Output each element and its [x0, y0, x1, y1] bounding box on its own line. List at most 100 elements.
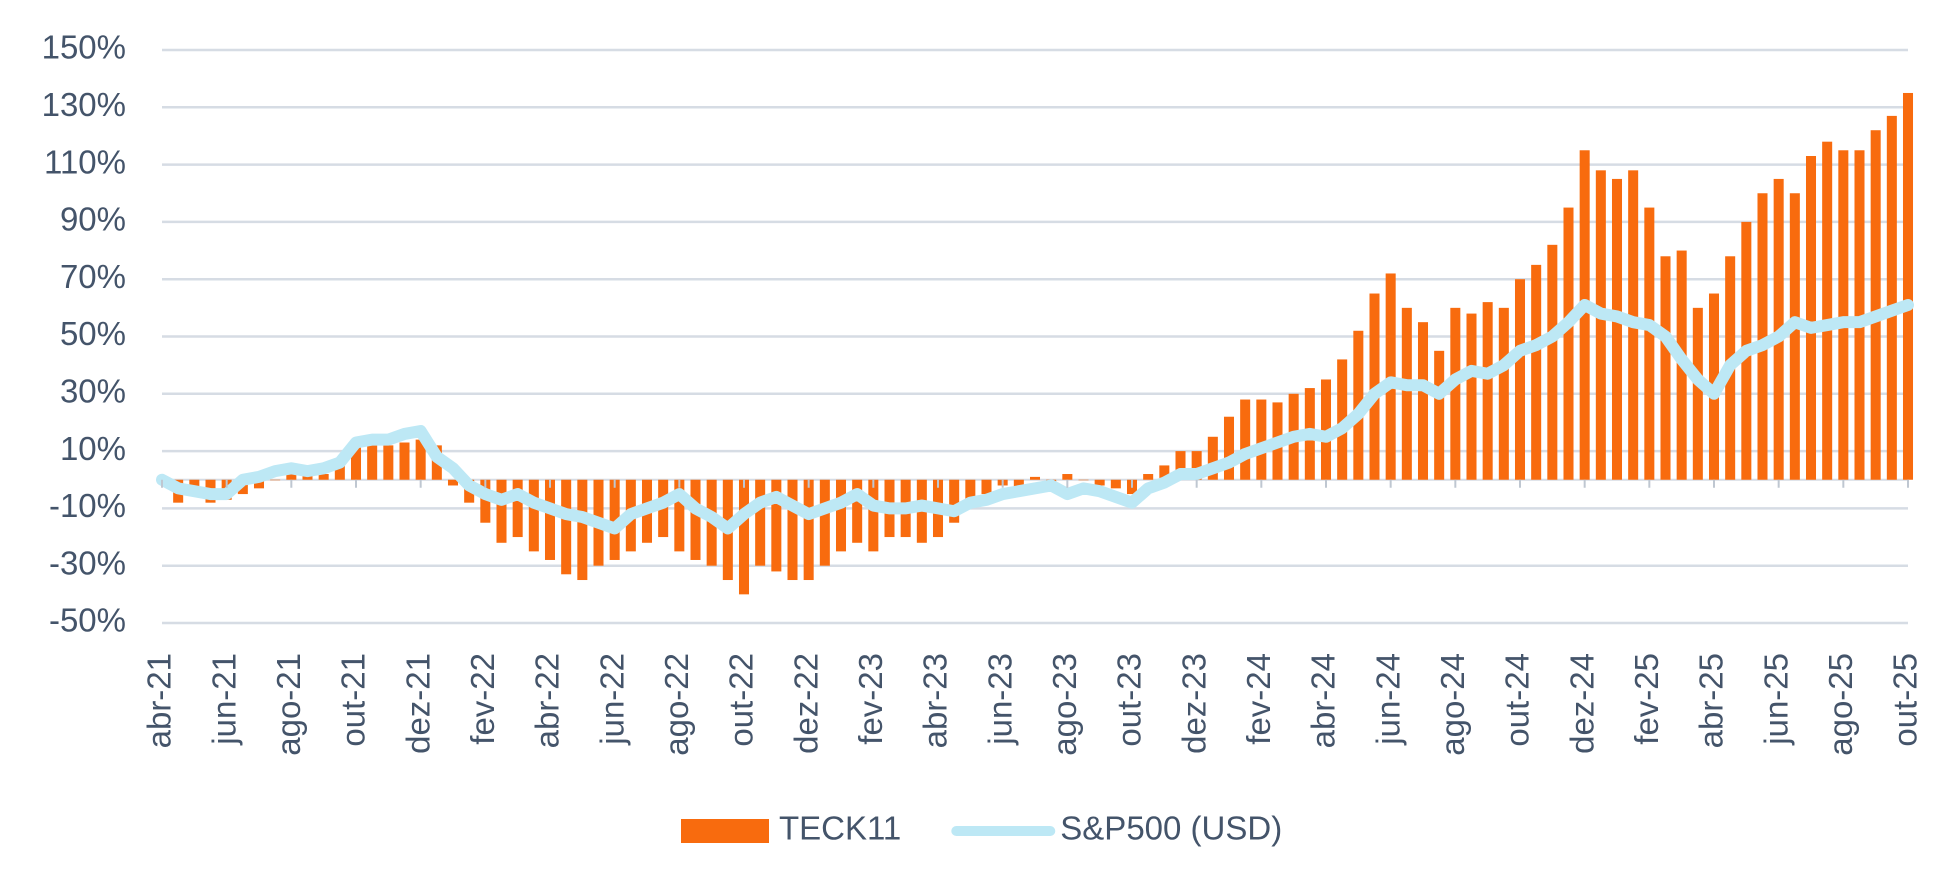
bar [1143, 474, 1154, 480]
bar [755, 479, 766, 566]
x-tick-label: jun-24 [1369, 653, 1406, 746]
x-tick-label: jun-23 [981, 653, 1018, 746]
bar [1207, 436, 1218, 480]
bar [480, 479, 491, 523]
bar [1240, 399, 1251, 480]
bar [690, 479, 701, 560]
bar [1450, 307, 1461, 480]
x-tick-label: jun-21 [205, 653, 242, 746]
bar [1757, 193, 1768, 480]
bar [383, 445, 394, 480]
x-tick-label: abr-24 [1305, 653, 1342, 748]
bar [1320, 379, 1332, 480]
bar [1902, 92, 1914, 480]
bar [1062, 474, 1073, 480]
x-tick-label: out-24 [1499, 653, 1536, 747]
bar [609, 479, 620, 560]
x-tick-label: dez-24 [1563, 653, 1600, 754]
bar [1547, 244, 1558, 480]
x-tick-label: jun-22 [593, 653, 630, 746]
x-tick-label: out-23 [1111, 653, 1148, 747]
bar [1078, 479, 1089, 481]
legend-label: TECK11 [779, 810, 901, 847]
bar [334, 465, 345, 480]
bar [1159, 465, 1170, 480]
bar [1498, 307, 1509, 480]
x-tick-label: abr-22 [529, 653, 566, 748]
bar [1692, 307, 1703, 480]
y-tick-label: 50% [60, 315, 126, 352]
bar [1514, 279, 1526, 480]
bar [1644, 207, 1655, 480]
bar [496, 479, 507, 543]
x-tick-label: ago-25 [1822, 653, 1859, 756]
x-tick-label: abr-23 [917, 653, 954, 748]
bar [1482, 302, 1493, 480]
x-tick-label: ago-22 [658, 653, 695, 756]
bar [674, 479, 685, 552]
bar [1595, 170, 1606, 480]
legend-swatch [681, 819, 769, 843]
bar [1013, 479, 1024, 489]
bar [270, 479, 281, 481]
y-tick-label: -10% [49, 487, 126, 524]
bar [1870, 130, 1881, 480]
bar [512, 479, 523, 538]
bar [561, 479, 572, 575]
bar [1175, 451, 1186, 480]
bar [965, 479, 976, 503]
bar [1789, 193, 1800, 480]
bar [787, 479, 798, 581]
bar [852, 479, 863, 543]
x-tick-label: fev-25 [1628, 653, 1665, 745]
bar [1611, 178, 1623, 480]
bar [1434, 350, 1445, 480]
bar [1094, 479, 1105, 486]
legend-label: S&P500 (USD) [1060, 810, 1282, 847]
bar [1531, 264, 1542, 480]
bar [819, 479, 830, 566]
x-tick-label: fev-24 [1240, 653, 1277, 745]
y-tick-label: 70% [60, 258, 126, 295]
bar [577, 479, 588, 581]
x-tick-label: ago-23 [1046, 653, 1083, 756]
y-tick-label: 10% [60, 430, 126, 467]
bar [350, 445, 362, 480]
bar [835, 479, 847, 552]
bar [1466, 313, 1477, 480]
bar [415, 439, 426, 480]
bar [1854, 150, 1865, 480]
x-tick-label: dez-23 [1175, 653, 1212, 754]
line [156, 298, 1914, 535]
bar [1191, 451, 1202, 480]
x-tick-label: fev-23 [852, 653, 889, 745]
bar [1110, 479, 1121, 489]
bar [1563, 207, 1574, 480]
x-tick-label: out-21 [335, 653, 372, 747]
bar [1838, 150, 1849, 480]
y-tick-label: 30% [60, 373, 126, 410]
x-tick-label: out-25 [1887, 653, 1924, 747]
x-tick-label: dez-22 [787, 653, 824, 754]
bar [1401, 307, 1412, 480]
bar [318, 474, 329, 480]
bar [1579, 150, 1590, 480]
x-tick-label: abr-21 [141, 653, 178, 748]
bar [1805, 156, 1817, 480]
bar [399, 442, 410, 480]
bar [544, 479, 556, 560]
bar [949, 479, 960, 523]
bar [1660, 256, 1671, 480]
x-tick-label: abr-25 [1693, 653, 1730, 748]
bar [1417, 322, 1429, 480]
y-tick-label: 150% [42, 29, 126, 66]
x-tick-label: out-22 [723, 653, 760, 747]
bar [528, 479, 539, 552]
bar [771, 479, 782, 572]
bar [738, 479, 750, 595]
bar [253, 479, 265, 489]
y-tick-label: -30% [49, 544, 126, 581]
bar [1256, 399, 1267, 480]
bar [447, 479, 459, 486]
